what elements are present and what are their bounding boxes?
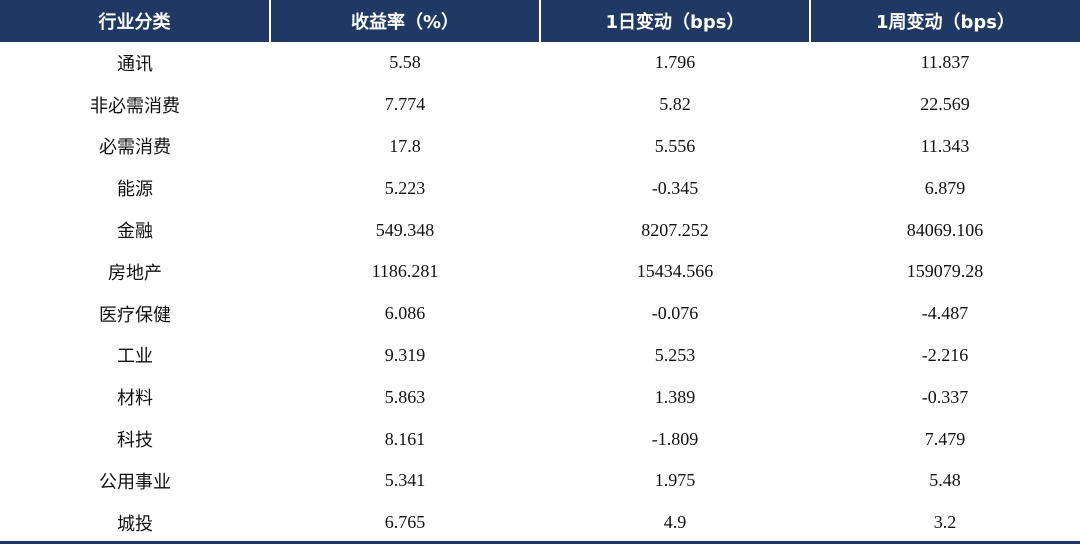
table-row: 通讯 5.58 1.796 11.837 [0,42,1080,84]
change-1d-cell: 5.556 [654,135,696,156]
sector-cell: 材料 [117,388,153,410]
change-1d-cell: 15434.566 [636,261,714,282]
table-row: 能源 5.223 -0.345 6.879 [0,167,1080,209]
change-1w-cell: 11.837 [920,52,970,73]
change-1d-cell: 8207.252 [641,219,709,240]
change-1d-cell: 5.82 [659,94,691,115]
yield-cell: 6.086 [384,303,426,324]
sector-cell: 通讯 [117,53,153,75]
table-header: 行业分类 收益率（%） 1日变动（bps） 1周变动（bps） [0,0,1080,42]
sector-cell: 城投 [117,513,153,535]
header-yield: 收益率（%） [269,0,541,42]
change-1w-cell: 6.879 [924,177,966,198]
yield-cell: 6.765 [384,512,426,533]
yield-cell: 1186.281 [371,261,439,282]
sector-cell: 医疗保健 [99,304,171,326]
table-row: 科技 8.161 -1.809 7.479 [0,418,1080,460]
change-1d-cell: -0.076 [651,303,699,324]
yield-cell: 5.863 [384,386,426,407]
change-1w-cell: -0.337 [921,386,969,407]
change-1d-cell: 1.796 [654,52,696,73]
sector-cell: 公用事业 [99,471,171,493]
yield-cell: 5.223 [384,177,426,198]
yield-cell: 17.8 [389,135,421,156]
change-1w-cell: 7.479 [924,428,966,449]
table-row: 金融 549.348 8207.252 84069.106 [0,209,1080,251]
table-row: 医疗保健 6.086 -0.076 -4.487 [0,293,1080,335]
change-1w-cell: 159079.28 [906,261,984,282]
sector-cell: 必需消费 [99,137,171,159]
table-row: 工业 9.319 5.253 -2.216 [0,335,1080,377]
table-row: 必需消费 17.8 5.556 11.343 [0,126,1080,168]
change-1w-cell: -2.216 [921,344,969,365]
change-1d-cell: 4.9 [663,512,687,533]
change-1d-cell: 5.253 [654,344,696,365]
sector-cell: 房地产 [108,262,162,284]
sector-cell: 非必需消费 [90,95,180,117]
sector-cell: 科技 [117,430,153,452]
change-1w-cell: 3.2 [933,512,957,533]
sector-cell: 金融 [117,221,153,243]
change-1w-cell: 5.48 [929,470,961,491]
table-row: 非必需消费 7.774 5.82 22.569 [0,84,1080,126]
header-row: 行业分类 收益率（%） 1日变动（bps） 1周变动（bps） [0,0,1080,42]
sector-cell: 能源 [117,179,153,201]
yield-cell: 5.58 [389,52,421,73]
change-1d-cell: 1.975 [654,470,696,491]
sector-cell: 工业 [117,346,153,368]
table-body: 通讯 5.58 1.796 11.837 非必需消费 7.774 5.82 22… [0,42,1080,544]
table-bottom-rule [0,541,1080,544]
yield-cell: 549.348 [375,219,435,240]
change-1w-cell: 84069.106 [906,219,984,240]
change-1d-cell: 1.389 [654,386,696,407]
table-row: 材料 5.863 1.389 -0.337 [0,376,1080,418]
yield-cell: 9.319 [384,344,426,365]
table-row: 公用事业 5.341 1.975 5.48 [0,460,1080,502]
change-1w-cell: -4.487 [921,303,969,324]
change-1d-cell: -1.809 [651,428,699,449]
change-1w-cell: 22.569 [920,94,970,115]
change-1w-cell: 11.343 [920,135,970,156]
header-1d-change: 1日变动（bps） [539,0,811,42]
header-sector: 行业分类 [0,0,271,42]
header-1w-change: 1周变动（bps） [809,0,1080,42]
table-row: 城投 6.765 4.9 3.2 [0,502,1080,544]
yield-cell: 8.161 [384,428,426,449]
change-1d-cell: -0.345 [651,177,699,198]
table-row: 房地产 1186.281 15434.566 159079.28 [0,251,1080,293]
yield-cell: 5.341 [384,470,426,491]
yield-cell: 7.774 [384,94,426,115]
